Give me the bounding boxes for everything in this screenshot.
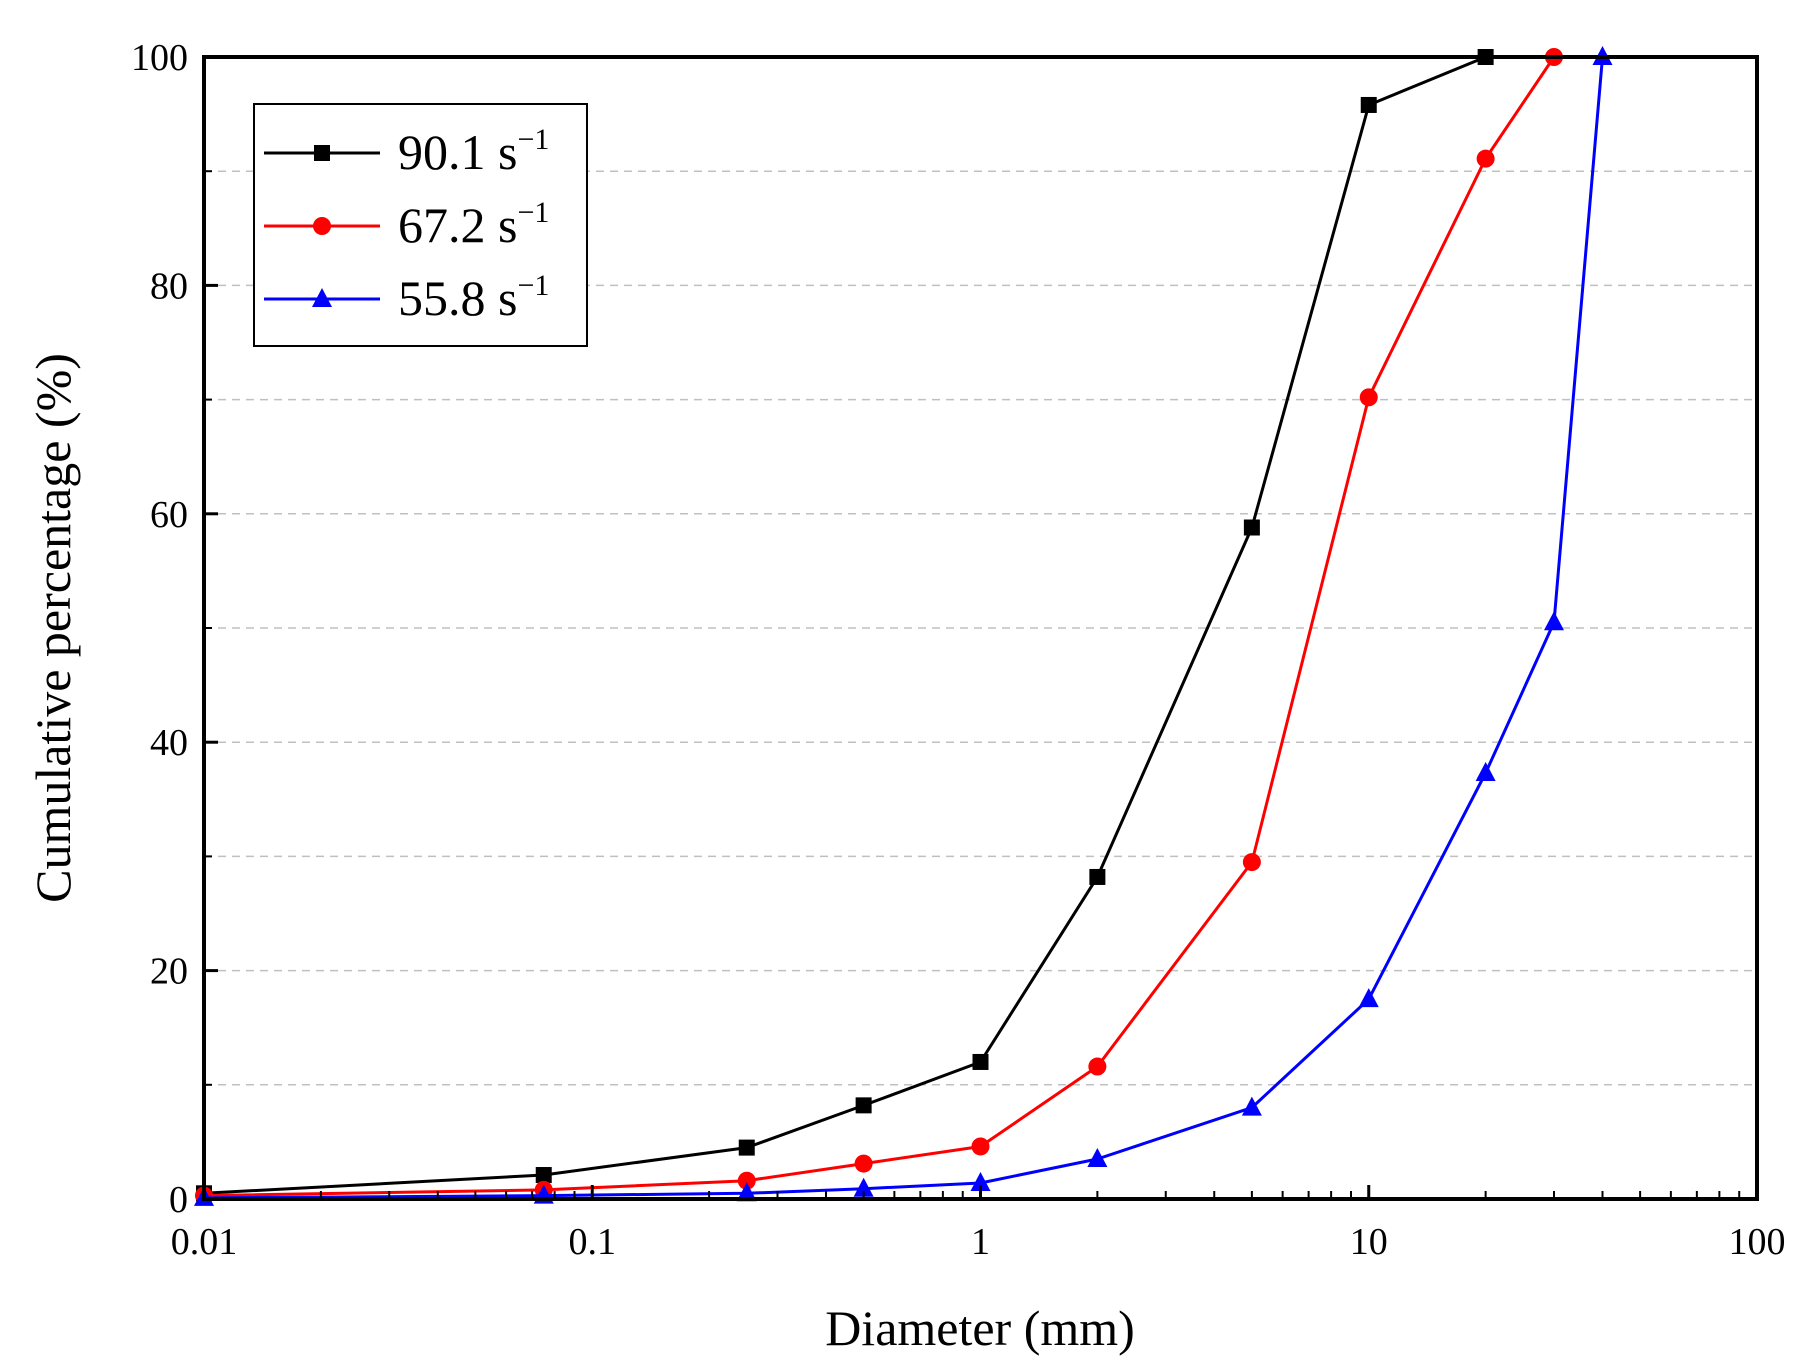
legend-unit-superscript: −1 [517, 123, 549, 156]
data-point [1089, 868, 1106, 885]
data-point [971, 1137, 990, 1156]
legend-marker [313, 217, 331, 235]
axis-ticks [202, 55, 1759, 1201]
y-tick-label: 100 [131, 37, 188, 79]
legend: 90.1 s−167.2 s−155.8 s−1 [253, 103, 588, 347]
y-tick-label: 80 [150, 265, 188, 307]
y-tick-label: 20 [150, 951, 188, 993]
y-tick-label: 40 [150, 722, 188, 764]
x-axis-label: Diameter (mm) [825, 1300, 1135, 1356]
data-point [1241, 1096, 1262, 1116]
data-point [1360, 96, 1377, 113]
data-point [737, 1171, 756, 1190]
legend-marker [312, 288, 332, 307]
data-point [972, 1053, 989, 1070]
x-tick-label: 0.01 [171, 1221, 238, 1263]
legend-marker [314, 145, 330, 161]
x-tick-label: 0.1 [569, 1221, 617, 1263]
x-tick-label: 1 [971, 1221, 990, 1263]
series-2 [194, 46, 1613, 1206]
data-point [854, 1154, 873, 1173]
data-point [1359, 388, 1378, 407]
data-point [738, 1139, 755, 1156]
data-point [1087, 1148, 1108, 1168]
data-point [853, 1177, 874, 1197]
data-point [535, 1167, 552, 1184]
data-point [1475, 762, 1496, 782]
data-point [1543, 611, 1564, 631]
series-layer [194, 46, 1613, 1206]
x-tick-label: 10 [1350, 1221, 1388, 1263]
series-line [203, 56, 1556, 1198]
tick-labels: 0 20 40 60 80 100 0.01 0.1 1 10 100 [131, 37, 1786, 1263]
data-point [855, 1097, 872, 1114]
y-tick-label: 60 [150, 494, 188, 536]
data-point [1242, 853, 1261, 872]
legend-unit-superscript: −1 [517, 269, 549, 302]
gridlines [204, 170, 1757, 1086]
x-tick-label: 100 [1729, 1221, 1786, 1263]
data-point [1088, 1057, 1107, 1076]
data-point [970, 1172, 991, 1192]
data-point [1358, 988, 1379, 1008]
data-point [1476, 149, 1495, 168]
data-point [736, 1182, 757, 1202]
data-point [1243, 519, 1260, 536]
y-tick-label: 0 [169, 1179, 188, 1221]
y-axis-label: Cumulative percentage (%) [25, 353, 81, 903]
legend-unit-superscript: −1 [517, 196, 549, 229]
